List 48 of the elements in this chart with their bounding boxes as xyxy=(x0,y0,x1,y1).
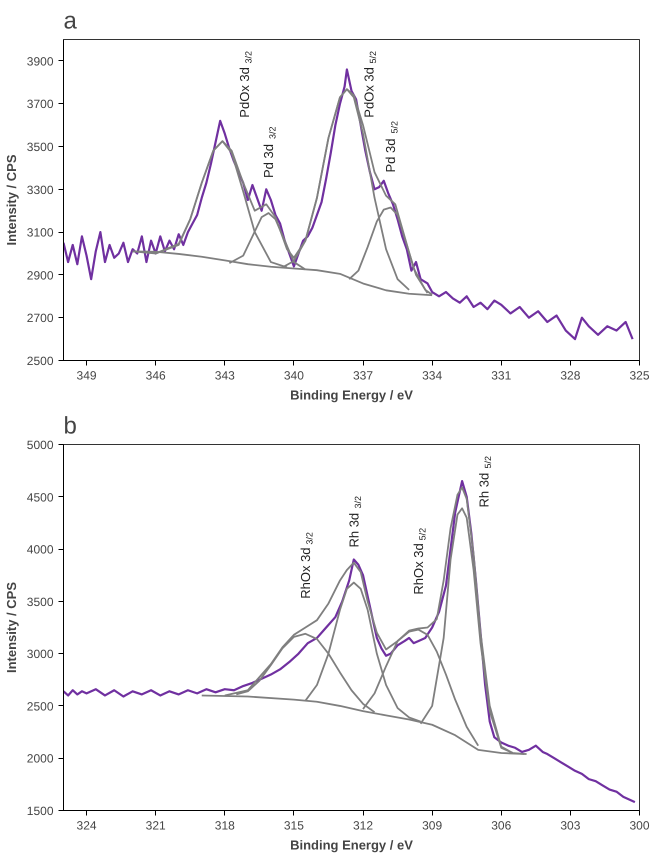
annotation: RhOx 3d3/2 xyxy=(298,532,314,599)
y-tick-label: 3300 xyxy=(26,182,54,197)
y-tick-label: 3500 xyxy=(26,594,54,609)
x-tick-label: 324 xyxy=(76,818,97,832)
x-tick-label: 300 xyxy=(629,818,650,832)
y-tick-label: 2500 xyxy=(26,354,54,368)
x-tick-label: 340 xyxy=(284,368,304,382)
y-tick-label: 3700 xyxy=(26,97,54,112)
y-axis-title: Intensity / CPS xyxy=(4,582,19,674)
y-tick-label: 4000 xyxy=(26,542,54,557)
y-tick-label: 3100 xyxy=(26,226,54,240)
x-tick-label: 337 xyxy=(353,368,374,382)
x-tick-label: 325 xyxy=(629,368,650,382)
x-tick-label: 309 xyxy=(422,818,442,832)
chart-title: b xyxy=(64,412,77,440)
annotation: Rh 3d5/2 xyxy=(476,456,494,508)
x-tick-label: 331 xyxy=(491,368,512,382)
x-tick-label: 318 xyxy=(214,818,236,832)
x-tick-label: 315 xyxy=(284,818,304,832)
x-tick-label: 312 xyxy=(353,818,374,832)
x-tick-label: 303 xyxy=(560,818,581,832)
annotation: Rh 3d3/2 xyxy=(346,496,363,548)
y-axis-title: Intensity / CPS xyxy=(4,154,19,246)
x-tick-label: 346 xyxy=(146,368,166,382)
annotation: RhOx 3d5/2 xyxy=(410,528,428,595)
chart-title: a xyxy=(64,8,78,34)
x-tick-label: 349 xyxy=(76,368,97,382)
y-tick-label: 4500 xyxy=(26,490,54,504)
y-tick-label: 2500 xyxy=(26,699,54,714)
y-tick-label: 3000 xyxy=(26,647,54,662)
y-tick-label: 3500 xyxy=(26,140,54,154)
x-tick-label: 306 xyxy=(491,818,512,832)
y-tick-label: 2700 xyxy=(26,311,54,326)
x-axis-title: Binding Energy / eV xyxy=(290,388,414,402)
annotation: Pd 3d5/2 xyxy=(383,120,400,172)
annotation: PdOx 3d3/2 xyxy=(236,50,254,118)
x-tick-label: 343 xyxy=(214,368,236,382)
annotation: PdOx 3d5/2 xyxy=(361,50,378,118)
y-tick-label: 2900 xyxy=(26,268,54,282)
y-tick-label: 2000 xyxy=(26,752,54,766)
y-tick-label: 5000 xyxy=(26,438,54,452)
annotation: Pd 3d3/2 xyxy=(261,126,278,178)
x-tick-label: 334 xyxy=(422,368,442,382)
y-tick-label: 1500 xyxy=(26,804,54,818)
y-tick-label: 3900 xyxy=(26,54,54,68)
x-tick-label: 328 xyxy=(560,368,581,382)
x-tick-label: 321 xyxy=(146,818,166,832)
x-axis-title: Binding Energy / eV xyxy=(290,838,414,852)
